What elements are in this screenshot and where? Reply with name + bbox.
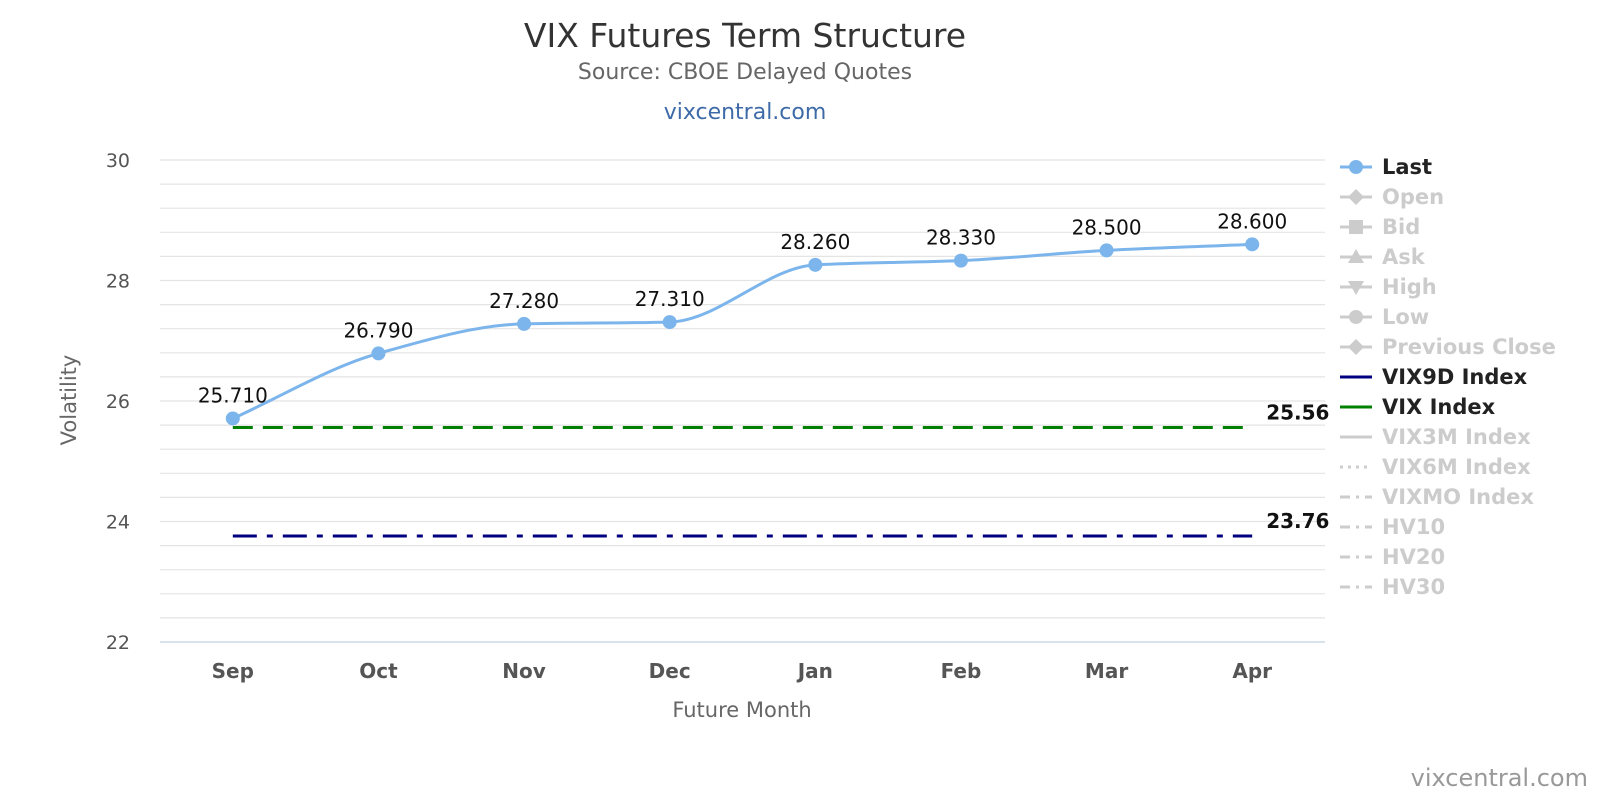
series-layer <box>225 237 1260 538</box>
x-tick-label: Apr <box>1232 659 1272 683</box>
legend-symbol <box>1348 189 1364 205</box>
x-tick-label: Jan <box>796 659 833 683</box>
x-tick-label: Sep <box>212 659 254 683</box>
legend-label: HV10 <box>1382 515 1445 539</box>
last-data-label: 27.310 <box>635 287 705 311</box>
y-axis-ticks: 22 24 26 28 30 <box>106 150 130 654</box>
last-data-point[interactable] <box>953 253 968 268</box>
legend-label: HV30 <box>1382 575 1445 599</box>
vix9d-index-value-label: 23.76 <box>1266 509 1329 533</box>
legend-item-vix3m-index[interactable]: VIX3M Index <box>1340 425 1531 449</box>
last-data-point[interactable] <box>517 316 532 331</box>
legend-item-vix6m-index[interactable]: VIX6M Index <box>1340 455 1531 479</box>
x-tick-label: Oct <box>359 659 398 683</box>
legend-item-ask[interactable]: Ask <box>1340 245 1426 269</box>
x-axis-ticks: Sep Oct Nov Dec Jan Feb Mar Apr <box>212 659 1272 683</box>
last-data-point[interactable] <box>1099 243 1114 258</box>
last-data-point[interactable] <box>1245 237 1260 252</box>
chart-subtitle: Source: CBOE Delayed Quotes <box>578 60 912 85</box>
y-tick-label: 28 <box>106 271 130 293</box>
last-data-label: 28.600 <box>1217 209 1287 233</box>
legend-symbol <box>1349 160 1363 174</box>
legend-symbol <box>1348 249 1364 263</box>
legend-label: HV20 <box>1382 545 1445 569</box>
legend-label: Low <box>1382 305 1429 329</box>
legend-item-vix9d-index[interactable]: VIX9D Index <box>1340 365 1528 389</box>
legend-label: VIX Index <box>1382 395 1496 419</box>
legend-item-vix-index[interactable]: VIX Index <box>1340 395 1496 419</box>
y-tick-label: 26 <box>106 391 130 413</box>
last-data-label: 27.280 <box>489 289 559 313</box>
last-data-label: 25.710 <box>198 383 268 407</box>
legend-label: High <box>1382 275 1437 299</box>
vix-index-value-label: 25.56 <box>1266 401 1329 425</box>
legend-label: Open <box>1382 185 1444 209</box>
last-data-label: 28.500 <box>1072 215 1142 239</box>
x-axis-label: Future Month <box>672 698 811 722</box>
legend-label: VIX6M Index <box>1382 455 1531 479</box>
legend-item-high[interactable]: High <box>1340 275 1437 299</box>
y-tick-label: 24 <box>106 512 130 534</box>
last-data-point[interactable] <box>371 346 386 361</box>
chart-title: VIX Futures Term Structure <box>524 16 966 55</box>
legend-symbol <box>1349 220 1363 234</box>
last-data-point[interactable] <box>225 411 240 426</box>
y-tick-label: 22 <box>106 632 130 654</box>
legend: Last Open Bid Ask High Low Previous Close VIX9D… <box>1340 155 1556 599</box>
source-link[interactable]: vixcentral.com <box>664 100 827 125</box>
grid-lines <box>160 159 1325 643</box>
legend-item-open[interactable]: Open <box>1340 185 1444 209</box>
legend-label: VIX3M Index <box>1382 425 1531 449</box>
legend-symbol <box>1348 339 1364 355</box>
legend-label: Last <box>1382 155 1432 179</box>
legend-item-hv30[interactable]: HV30 <box>1340 575 1445 599</box>
data-labels: 25.56 23.76 25.710 26.790 27.280 27.310 28.260… <box>198 209 1330 533</box>
last-data-point[interactable] <box>662 315 677 330</box>
legend-item-vixmo-index[interactable]: VIXMO Index <box>1340 485 1534 509</box>
legend-item-hv20[interactable]: HV20 <box>1340 545 1445 569</box>
y-tick-label: 30 <box>106 150 130 172</box>
legend-item-previous-close[interactable]: Previous Close <box>1340 335 1556 359</box>
legend-label: Previous Close <box>1382 335 1556 359</box>
legend-item-bid[interactable]: Bid <box>1340 215 1420 239</box>
last-data-label: 26.790 <box>343 318 413 342</box>
last-data-label: 28.330 <box>926 226 996 250</box>
legend-symbol <box>1348 281 1364 295</box>
last-series-line <box>232 242 1253 420</box>
x-tick-label: Nov <box>502 659 546 683</box>
legend-item-low[interactable]: Low <box>1340 305 1429 329</box>
y-axis-label: Volatility <box>57 355 81 446</box>
legend-label: Bid <box>1382 215 1420 239</box>
legend-label: Ask <box>1382 245 1426 269</box>
legend-label: VIXMO Index <box>1382 485 1534 509</box>
legend-item-hv10[interactable]: HV10 <box>1340 515 1445 539</box>
credit-link[interactable]: vixcentral.com <box>1411 764 1588 792</box>
legend-symbol <box>1349 310 1363 324</box>
legend-item-last[interactable]: Last <box>1340 155 1432 179</box>
x-tick-label: Dec <box>649 659 691 683</box>
x-tick-label: Feb <box>941 659 982 683</box>
legend-label: VIX9D Index <box>1382 365 1528 389</box>
last-data-label: 28.260 <box>780 230 850 254</box>
x-tick-label: Mar <box>1085 659 1128 683</box>
last-data-point[interactable] <box>808 257 823 272</box>
